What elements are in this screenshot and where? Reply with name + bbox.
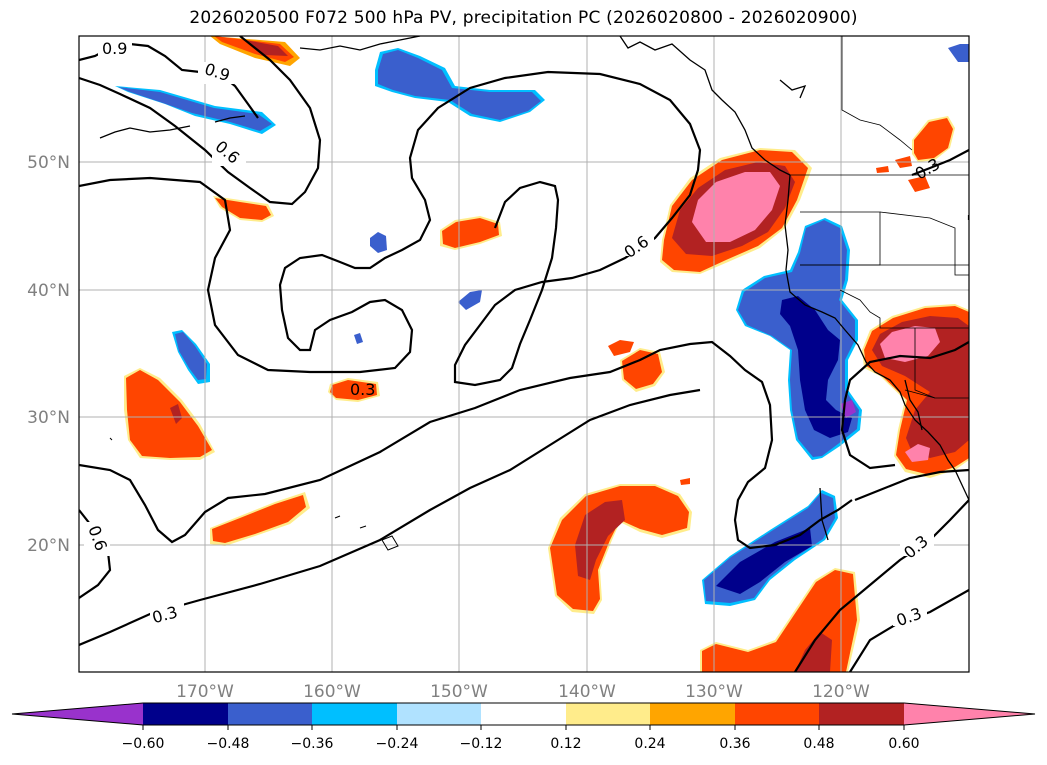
colorbar-segment	[566, 703, 650, 725]
precip-blob	[948, 44, 969, 62]
contour-labels: 0.9 0.9 0.6 0.6 0.3 0.3 0.6 0.3 0.3 0.3	[84, 38, 943, 630]
colorbar-tick-label: −0.60	[122, 736, 165, 752]
contour-label-bg	[620, 232, 654, 256]
colorbar-tick-label: −0.24	[376, 736, 419, 752]
coastlines	[99, 36, 969, 551]
precip-blob	[354, 333, 363, 344]
lon-label-130w: 130°W	[685, 682, 743, 702]
gridlines	[79, 36, 969, 672]
map-layer	[79, 36, 969, 672]
precip-blob	[215, 198, 271, 220]
precip-blob	[622, 350, 662, 389]
colorbar-tick-label: −0.48	[207, 736, 250, 752]
precip-blob	[378, 50, 541, 120]
contour-label-bg	[98, 38, 132, 58]
colorbar-tick-label: −0.12	[460, 736, 503, 752]
lat-label-50n: 50°N	[27, 153, 70, 173]
colorbar-tick-label: 0.60	[888, 736, 919, 752]
colorbar-tick-label: 0.36	[719, 736, 750, 752]
lat-label-30n: 30°N	[27, 408, 70, 428]
precip-blob	[876, 166, 889, 173]
precip-blob	[442, 218, 499, 248]
colorbar-ticks	[142, 725, 905, 730]
precip-blob	[118, 87, 272, 131]
latitude-labels: 50°N 40°N 30°N 20°N	[27, 153, 70, 556]
precip-blob	[795, 632, 832, 672]
contour-label: 0.9	[102, 39, 127, 58]
precip-blob	[214, 36, 294, 62]
precip-blob	[170, 404, 182, 424]
precip-shading	[115, 36, 969, 672]
precip-blob	[914, 118, 953, 160]
lat-label-40n: 40°N	[27, 281, 70, 301]
lon-label-140w: 140°W	[558, 682, 616, 702]
colorbar-segment	[481, 703, 566, 725]
colorbar-tick-label: 0.24	[634, 736, 665, 752]
precip-blob	[458, 290, 482, 310]
precip-blob	[330, 380, 377, 400]
contour-label-bg	[900, 532, 934, 556]
map-frame	[78, 35, 970, 673]
precip-blob	[780, 296, 852, 438]
contour-label-bg	[212, 140, 246, 166]
lat-label-20n: 20°N	[27, 536, 70, 556]
precip-blob	[175, 332, 207, 380]
colorbar-tick-label: −0.36	[291, 736, 334, 752]
colorbar-tick-label: 0.48	[803, 736, 834, 752]
colorbar-right-extension	[904, 703, 1035, 725]
precip-blob	[608, 340, 634, 356]
colorbar-left-extension	[12, 703, 143, 725]
colorbar-segment	[397, 703, 481, 725]
colorbar-tick-label: 0.12	[550, 736, 581, 752]
colorbar-segment	[143, 703, 228, 725]
precip-blob	[212, 495, 306, 543]
longitude-labels: 170°W 160°W 150°W 140°W 130°W 120°W	[176, 682, 870, 702]
precip-blob	[908, 176, 930, 192]
colorbar-segment	[650, 703, 735, 725]
contour-label: 0.3	[350, 380, 375, 399]
contour-label-bg	[198, 62, 234, 84]
political-borders	[790, 36, 969, 399]
contour-label-bg	[84, 522, 110, 556]
precip-blob	[680, 478, 690, 485]
lon-label-150w: 150°W	[430, 682, 488, 702]
precip-blob	[880, 326, 940, 362]
colorbar-segment	[228, 703, 312, 725]
colorbar-segment	[312, 703, 397, 725]
map-title: 2026020500 F072 500 hPa PV, precipitatio…	[189, 8, 858, 28]
contour-label-bg	[150, 600, 184, 624]
contour-label-bg	[893, 604, 927, 626]
pv-contours	[79, 36, 969, 672]
colorbar-segment	[819, 703, 904, 725]
precip-blob	[905, 444, 930, 462]
lon-label-160w: 160°W	[303, 682, 361, 702]
lon-label-120w: 120°W	[812, 682, 870, 702]
colorbar: −0.60 −0.48 −0.36 −0.24 −0.12 0.12 0.24 …	[11, 702, 1036, 752]
precip-blob	[126, 370, 212, 458]
colorbar-segment	[735, 703, 819, 725]
lon-label-170w: 170°W	[176, 682, 234, 702]
precip-blob	[245, 40, 288, 56]
precip-blob	[370, 232, 387, 253]
